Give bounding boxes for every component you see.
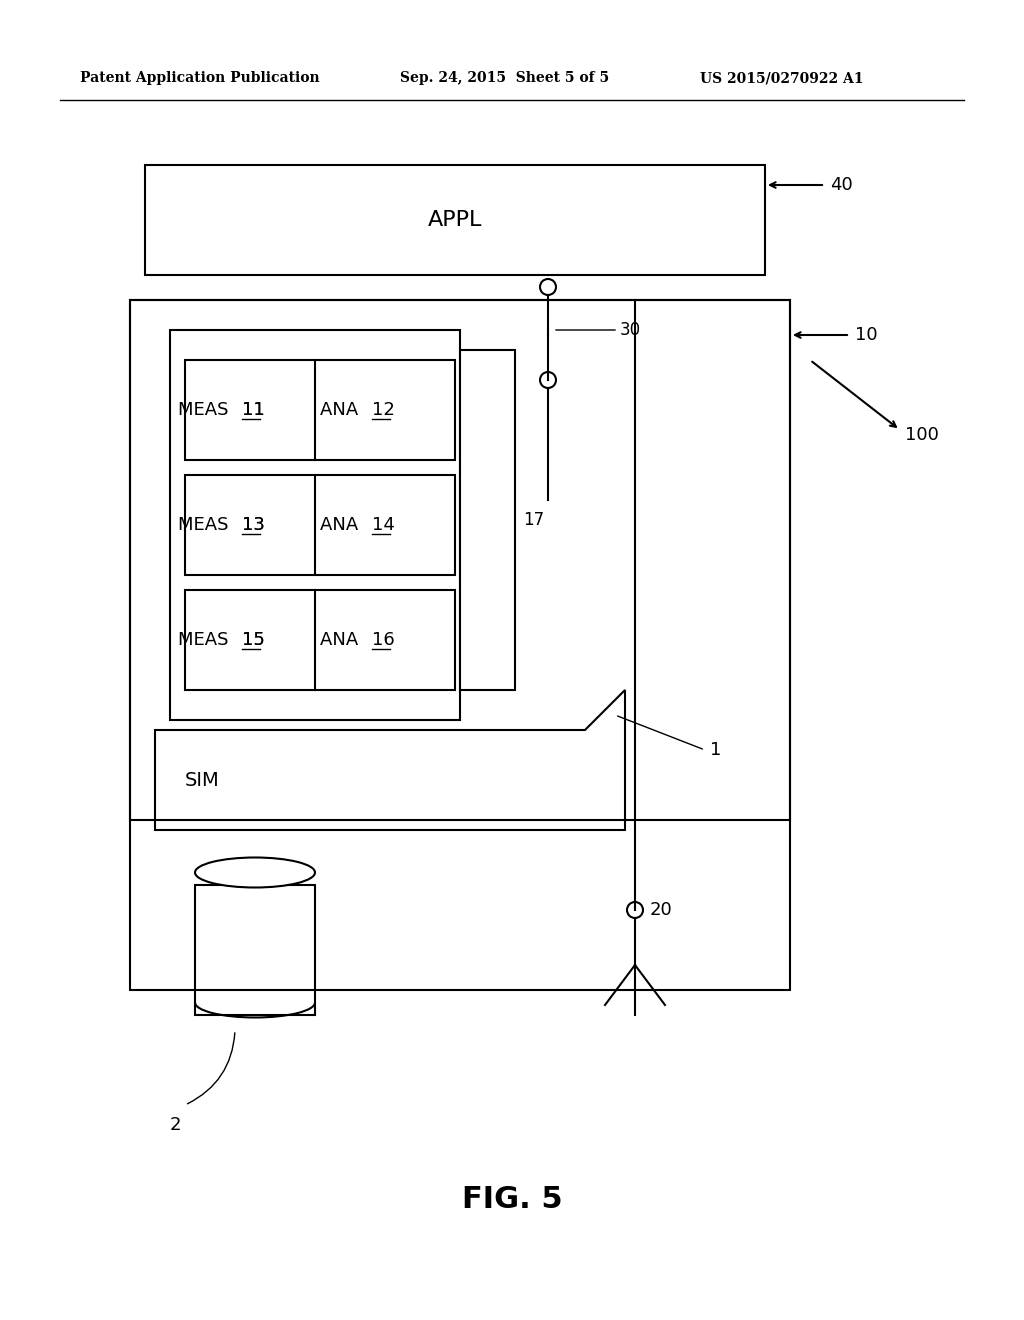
Text: 12: 12 [372, 401, 395, 418]
Text: FIG. 5: FIG. 5 [462, 1185, 562, 1214]
FancyBboxPatch shape [195, 884, 315, 1015]
Text: 11: 11 [242, 401, 265, 418]
Text: MEAS: MEAS [178, 516, 240, 535]
Text: SIM: SIM [185, 771, 220, 789]
Text: 100: 100 [905, 426, 939, 444]
Text: Patent Application Publication: Patent Application Publication [80, 71, 319, 84]
FancyBboxPatch shape [185, 590, 455, 690]
Text: 16: 16 [372, 631, 394, 649]
Text: US 2015/0270922 A1: US 2015/0270922 A1 [700, 71, 863, 84]
Text: 1: 1 [710, 741, 721, 759]
Text: Sep. 24, 2015  Sheet 5 of 5: Sep. 24, 2015 Sheet 5 of 5 [400, 71, 609, 84]
Text: 13: 13 [242, 516, 265, 535]
FancyBboxPatch shape [145, 165, 765, 275]
Text: MEAS: MEAS [178, 401, 240, 418]
Text: 14: 14 [372, 516, 395, 535]
Text: 20: 20 [650, 902, 673, 919]
Text: ANA: ANA [321, 401, 370, 418]
Text: 30: 30 [620, 321, 641, 339]
Text: APPL: APPL [428, 210, 482, 230]
Text: 15: 15 [242, 631, 265, 649]
Text: 13: 13 [242, 516, 265, 535]
Text: 2: 2 [169, 1115, 181, 1134]
FancyBboxPatch shape [185, 360, 455, 459]
Text: 10: 10 [855, 326, 878, 345]
FancyBboxPatch shape [460, 350, 515, 690]
FancyBboxPatch shape [185, 475, 455, 576]
Text: 17: 17 [523, 511, 544, 529]
Text: MEAS: MEAS [178, 631, 240, 649]
Text: ANA: ANA [321, 516, 370, 535]
Text: 40: 40 [830, 176, 853, 194]
Text: ANA: ANA [321, 631, 370, 649]
FancyBboxPatch shape [130, 300, 790, 820]
FancyBboxPatch shape [170, 330, 460, 719]
Text: 11: 11 [242, 401, 265, 418]
Text: 15: 15 [242, 631, 265, 649]
Ellipse shape [195, 858, 315, 887]
